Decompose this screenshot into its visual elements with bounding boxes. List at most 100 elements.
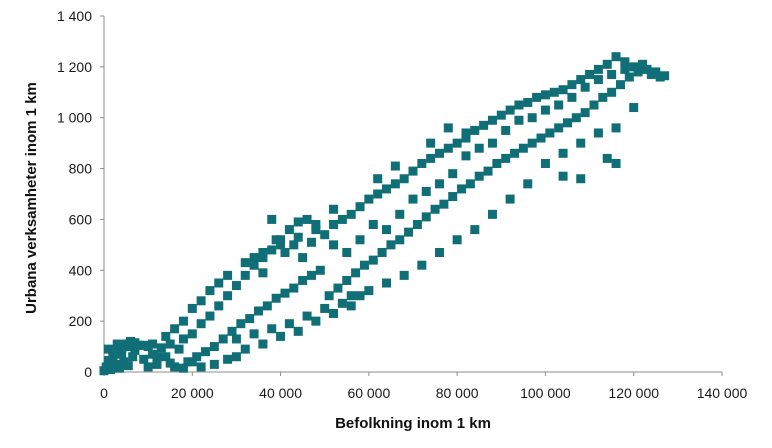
data-point bbox=[130, 338, 140, 348]
data-point bbox=[443, 123, 453, 133]
data-point bbox=[554, 123, 564, 133]
data-point bbox=[306, 270, 316, 280]
data-point bbox=[474, 171, 484, 181]
data-point bbox=[174, 344, 184, 354]
data-point bbox=[434, 247, 444, 257]
data-point bbox=[271, 293, 281, 303]
data-point bbox=[629, 62, 639, 72]
data-point bbox=[496, 110, 506, 120]
data-point bbox=[293, 217, 303, 227]
data-point bbox=[298, 275, 308, 285]
data-point bbox=[178, 316, 188, 326]
data-point bbox=[382, 278, 392, 288]
data-point bbox=[196, 296, 206, 306]
data-point bbox=[271, 235, 281, 245]
data-point bbox=[602, 59, 612, 69]
data-point bbox=[615, 80, 625, 90]
data-point bbox=[518, 143, 528, 153]
data-point bbox=[589, 100, 599, 110]
data-point bbox=[479, 120, 489, 130]
data-point bbox=[178, 363, 188, 373]
data-point bbox=[593, 64, 603, 74]
data-point bbox=[320, 303, 330, 313]
data-point bbox=[284, 225, 294, 235]
data-point bbox=[227, 326, 237, 336]
data-point bbox=[399, 270, 409, 280]
data-point bbox=[156, 343, 166, 353]
data-point bbox=[311, 316, 321, 326]
data-point bbox=[390, 161, 400, 171]
data-point bbox=[205, 286, 215, 296]
data-point bbox=[558, 148, 568, 158]
data-point bbox=[558, 171, 568, 181]
data-point bbox=[187, 357, 197, 367]
data-point bbox=[514, 100, 524, 110]
data-point bbox=[523, 97, 533, 107]
data-point bbox=[276, 240, 286, 250]
data-point bbox=[540, 105, 550, 115]
data-point bbox=[298, 253, 308, 263]
data-point bbox=[404, 227, 414, 237]
data-point bbox=[249, 329, 259, 339]
data-point bbox=[461, 151, 471, 161]
data-point bbox=[148, 339, 158, 349]
data-point bbox=[152, 352, 162, 362]
data-point bbox=[329, 240, 339, 250]
data-point bbox=[223, 291, 233, 301]
data-point bbox=[114, 363, 124, 373]
data-point bbox=[465, 179, 475, 189]
y-tick-label: 1 000 bbox=[57, 110, 92, 126]
data-point bbox=[576, 75, 586, 85]
data-point bbox=[139, 354, 149, 364]
data-point bbox=[492, 158, 502, 168]
data-point bbox=[152, 359, 162, 369]
data-point bbox=[187, 329, 197, 339]
data-point bbox=[457, 184, 467, 194]
data-point bbox=[302, 214, 312, 224]
y-tick-label: 1 400 bbox=[57, 8, 92, 24]
data-point bbox=[443, 143, 453, 153]
data-point bbox=[421, 212, 431, 222]
data-point bbox=[187, 303, 197, 313]
data-point bbox=[505, 105, 515, 115]
data-point bbox=[408, 194, 418, 204]
data-point bbox=[112, 339, 122, 349]
data-point bbox=[540, 158, 550, 168]
data-point bbox=[258, 247, 268, 257]
data-point bbox=[373, 174, 383, 184]
data-point bbox=[368, 255, 378, 265]
data-point bbox=[342, 275, 352, 285]
data-point bbox=[245, 314, 255, 324]
data-point bbox=[461, 133, 471, 143]
data-point bbox=[359, 260, 369, 270]
data-point bbox=[470, 225, 480, 235]
data-point bbox=[540, 90, 550, 100]
y-tick-label: 400 bbox=[69, 262, 93, 278]
data-point bbox=[165, 339, 175, 349]
data-point bbox=[351, 268, 361, 278]
data-point bbox=[130, 345, 140, 355]
data-point bbox=[620, 57, 630, 67]
data-point bbox=[505, 194, 515, 204]
data-point bbox=[355, 235, 365, 245]
data-point bbox=[642, 64, 652, 74]
data-point bbox=[161, 352, 171, 362]
data-point bbox=[633, 67, 643, 77]
data-point bbox=[289, 283, 299, 293]
data-point bbox=[452, 138, 462, 148]
data-point bbox=[262, 301, 272, 311]
x-tick-label: 100 000 bbox=[520, 385, 571, 401]
data-point bbox=[355, 291, 365, 301]
data-point bbox=[329, 309, 339, 319]
data-point bbox=[223, 270, 233, 280]
data-point bbox=[249, 253, 259, 263]
data-point bbox=[276, 331, 286, 341]
x-tick-label: 40 000 bbox=[259, 385, 302, 401]
data-point bbox=[598, 92, 608, 102]
y-axis: 0 200 400 600 800 1 000 1 200 1 400 bbox=[57, 8, 105, 380]
data-point bbox=[231, 334, 241, 344]
data-point bbox=[170, 324, 180, 334]
data-point bbox=[571, 113, 581, 123]
data-point bbox=[223, 354, 233, 364]
y-axis-title: Urbana verksamheter inom 1 km bbox=[23, 82, 40, 314]
